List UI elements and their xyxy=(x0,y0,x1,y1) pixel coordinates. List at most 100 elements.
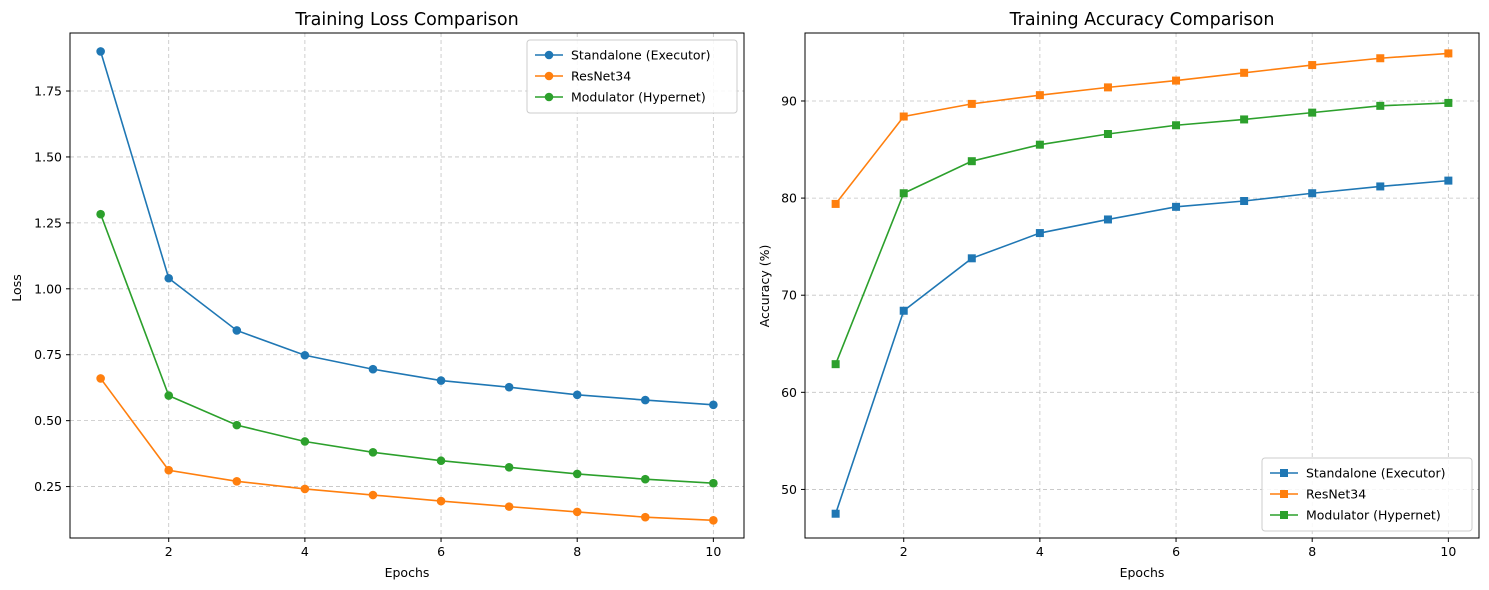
loss-chart: Training Loss Comparison Epochs Loss 2 4 6… xyxy=(9,10,745,580)
legend-box xyxy=(526,39,738,114)
data-point xyxy=(504,502,514,511)
accuracy-axes-frame xyxy=(804,32,1480,539)
data-point xyxy=(1240,197,1249,206)
accuracy-chart-ylabel: Accuracy (%) xyxy=(757,245,772,328)
y-tick-label: 70 xyxy=(781,288,797,303)
x-tick-label: 2 xyxy=(900,544,908,559)
y-tick-label: 90 xyxy=(781,93,797,108)
data-point xyxy=(1172,76,1181,85)
data-point xyxy=(300,484,310,494)
x-tick-label: 10 xyxy=(1440,544,1456,559)
loss-chart-xlabel: Epochs xyxy=(385,565,430,580)
series-line xyxy=(834,102,1449,365)
x-tick-label: 4 xyxy=(1036,544,1044,559)
data-point xyxy=(1172,202,1181,211)
data-point xyxy=(164,391,174,400)
data-point xyxy=(899,112,908,121)
data-point xyxy=(232,477,242,486)
x-tick-label: 8 xyxy=(1308,544,1316,559)
data-point xyxy=(504,463,514,472)
x-tick-label: 8 xyxy=(573,544,581,559)
legend-item: Modulator (Hypernet) xyxy=(1270,508,1441,523)
accuracy-series-2 xyxy=(831,98,1453,369)
y-tick-label: 0.25 xyxy=(34,479,62,494)
data-point xyxy=(572,507,582,517)
accuracy-legend: Standalone (Executor) ResNet34 Modulator (… xyxy=(1261,457,1473,532)
data-point xyxy=(709,478,718,488)
legend-item: Standalone (Executor) xyxy=(535,48,711,63)
series-line xyxy=(99,51,714,406)
data-point xyxy=(899,306,908,315)
data-point xyxy=(1240,68,1249,77)
data-point xyxy=(1103,83,1112,92)
data-point xyxy=(709,400,718,410)
y-tick-label: 1.25 xyxy=(34,215,62,230)
data-point xyxy=(436,496,446,506)
data-point xyxy=(368,447,378,457)
data-point xyxy=(436,376,446,385)
y-tick-label: 1.75 xyxy=(34,84,62,99)
series-line xyxy=(99,377,714,522)
loss-series-1 xyxy=(96,374,718,525)
legend-label: Standalone (Executor) xyxy=(1306,466,1446,481)
legend-marker xyxy=(544,92,554,102)
legend-marker xyxy=(544,50,554,60)
legend-item: ResNet34 xyxy=(1270,487,1366,502)
accuracy-chart-xlabel: Epochs xyxy=(1120,565,1165,580)
y-tick-label: 1.00 xyxy=(34,281,62,296)
loss-grid xyxy=(70,33,744,538)
data-point xyxy=(831,509,840,518)
accuracy-chart: Training Accuracy Comparison Epochs Accu… xyxy=(757,10,1480,580)
legend-item: Standalone (Executor) xyxy=(1270,466,1446,481)
data-point xyxy=(1444,49,1453,58)
data-point xyxy=(1103,130,1112,138)
series-line xyxy=(99,213,714,484)
y-tick-label: 80 xyxy=(781,191,797,206)
data-point xyxy=(1240,115,1249,124)
legend-label: Modulator (Hypernet) xyxy=(1306,508,1441,523)
data-point xyxy=(1444,176,1453,185)
data-point xyxy=(96,47,105,56)
data-point xyxy=(831,199,840,208)
accuracy-chart-title: Training Accuracy Comparison xyxy=(1009,10,1275,30)
x-tick-label: 6 xyxy=(437,544,445,559)
series-line xyxy=(835,52,1449,205)
data-point xyxy=(232,420,242,430)
legend-box xyxy=(1261,457,1473,532)
data-point xyxy=(1103,215,1112,224)
y-tick-label: 0.75 xyxy=(34,347,62,362)
legend-label: Modulator (Hypernet) xyxy=(571,90,706,105)
loss-legend: Standalone (Executor) ResNet34 Modulator (… xyxy=(526,39,738,114)
data-point xyxy=(899,189,908,198)
y-tick-label: 50 xyxy=(781,482,797,497)
legend-marker xyxy=(1280,511,1288,519)
y-tick-label: 1.50 xyxy=(34,149,62,164)
y-tick-label: 0.50 xyxy=(34,413,62,428)
data-point xyxy=(164,465,174,475)
y-tick-label: 60 xyxy=(781,385,797,400)
data-point xyxy=(1035,229,1044,238)
data-point xyxy=(640,395,650,405)
data-point xyxy=(368,490,378,500)
data-point xyxy=(436,456,446,466)
legend-label: Standalone (Executor) xyxy=(571,48,711,63)
data-point xyxy=(1376,101,1385,110)
legend-marker xyxy=(1280,490,1288,498)
data-point xyxy=(164,273,174,283)
series-line xyxy=(834,179,1449,514)
data-point xyxy=(640,512,650,522)
x-tick-label: 10 xyxy=(705,544,721,559)
data-point xyxy=(1308,108,1317,117)
data-point xyxy=(1376,54,1385,63)
data-point xyxy=(967,254,976,263)
data-point xyxy=(1444,98,1453,107)
data-point xyxy=(1308,61,1317,70)
data-point xyxy=(831,360,840,369)
data-point xyxy=(300,437,310,446)
data-point xyxy=(572,390,582,400)
data-point xyxy=(368,364,378,374)
data-point xyxy=(1172,121,1181,130)
data-point xyxy=(1376,182,1385,191)
legend-item: Modulator (Hypernet) xyxy=(535,90,706,105)
